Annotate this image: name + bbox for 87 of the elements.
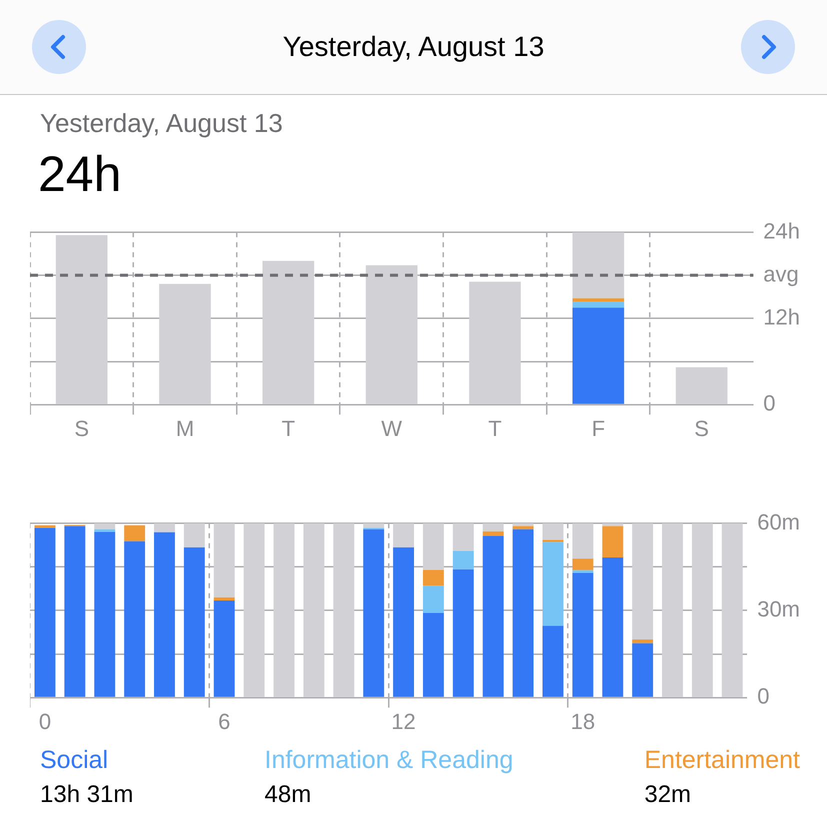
chart-title: 24h (38, 145, 122, 204)
bar (572, 570, 594, 573)
bar (56, 235, 108, 404)
x-tick-label: S (694, 416, 709, 441)
bar (303, 523, 324, 697)
bar (262, 260, 314, 404)
bar (363, 523, 384, 528)
bar (393, 523, 414, 548)
bar (184, 523, 205, 548)
bar (572, 558, 594, 570)
bar (363, 529, 384, 697)
bar (542, 626, 564, 697)
bar (542, 542, 564, 626)
bar (422, 586, 444, 614)
x-tick-label: T (488, 416, 502, 441)
text: 48m (264, 781, 312, 809)
bar (366, 265, 418, 404)
text: Information & Reading (264, 746, 514, 775)
y-tick-label: 30m (757, 596, 800, 622)
bar (632, 639, 654, 644)
bar (482, 523, 504, 532)
y-tick-label: 0 (757, 684, 770, 709)
bar (214, 523, 235, 598)
bar (214, 597, 235, 601)
bar (154, 532, 175, 697)
x-tick-label: S (74, 416, 90, 441)
x-tick-label: 18 (570, 708, 596, 734)
x-tick-label: 0 (38, 708, 52, 734)
bar (184, 547, 205, 697)
bar (572, 298, 624, 302)
bar (482, 536, 504, 697)
bar (333, 523, 354, 697)
bar (632, 643, 654, 697)
bar (692, 523, 713, 697)
bar (632, 523, 654, 640)
bar (94, 532, 116, 697)
bar (452, 523, 474, 551)
bar (154, 523, 175, 532)
bar (602, 558, 624, 697)
bar (393, 547, 414, 697)
text: Yesterday, August 13 (282, 31, 544, 63)
bar (512, 529, 534, 697)
text: 13h 31m (40, 781, 134, 809)
bar (482, 531, 504, 536)
bar (572, 523, 594, 559)
bar (214, 600, 235, 697)
bar (722, 523, 743, 697)
y-tick-label: 12h (763, 304, 800, 330)
y-tick-label: 24h (763, 218, 800, 244)
bar (676, 367, 728, 404)
bar (34, 525, 56, 528)
y-tick-label: 60m (757, 509, 800, 534)
bar (602, 526, 624, 558)
x-tick-label: M (176, 416, 194, 441)
bar (244, 523, 265, 697)
bar (572, 232, 624, 298)
bar (274, 523, 294, 697)
bar (64, 526, 86, 697)
bar (572, 302, 624, 308)
bar (159, 284, 211, 404)
series-label: Social (40, 746, 110, 775)
bar (94, 523, 116, 530)
y-tick-label: 0 (763, 390, 776, 416)
ref-line-label: avg (763, 261, 799, 286)
bar (512, 526, 534, 530)
text: 32m (644, 781, 692, 809)
x-tick-label: F (592, 416, 606, 441)
bar (422, 570, 444, 586)
bar (422, 523, 444, 570)
x-tick-label: T (282, 416, 296, 441)
bar (572, 572, 594, 697)
bar (94, 529, 116, 532)
chart-subtitle: Yesterday, August 13 (40, 108, 284, 139)
bar (452, 569, 474, 697)
bar (662, 523, 683, 697)
bar (34, 528, 56, 697)
bar (452, 550, 474, 570)
bar (572, 308, 624, 404)
x-tick-label: W (381, 416, 402, 441)
bar (542, 523, 564, 540)
bar (469, 282, 521, 404)
x-tick-label: 12 (391, 708, 416, 734)
bar (422, 613, 444, 697)
bar (124, 525, 146, 542)
text: Entertainment (644, 746, 800, 775)
x-tick-label: 6 (218, 708, 230, 734)
bar (124, 541, 146, 697)
